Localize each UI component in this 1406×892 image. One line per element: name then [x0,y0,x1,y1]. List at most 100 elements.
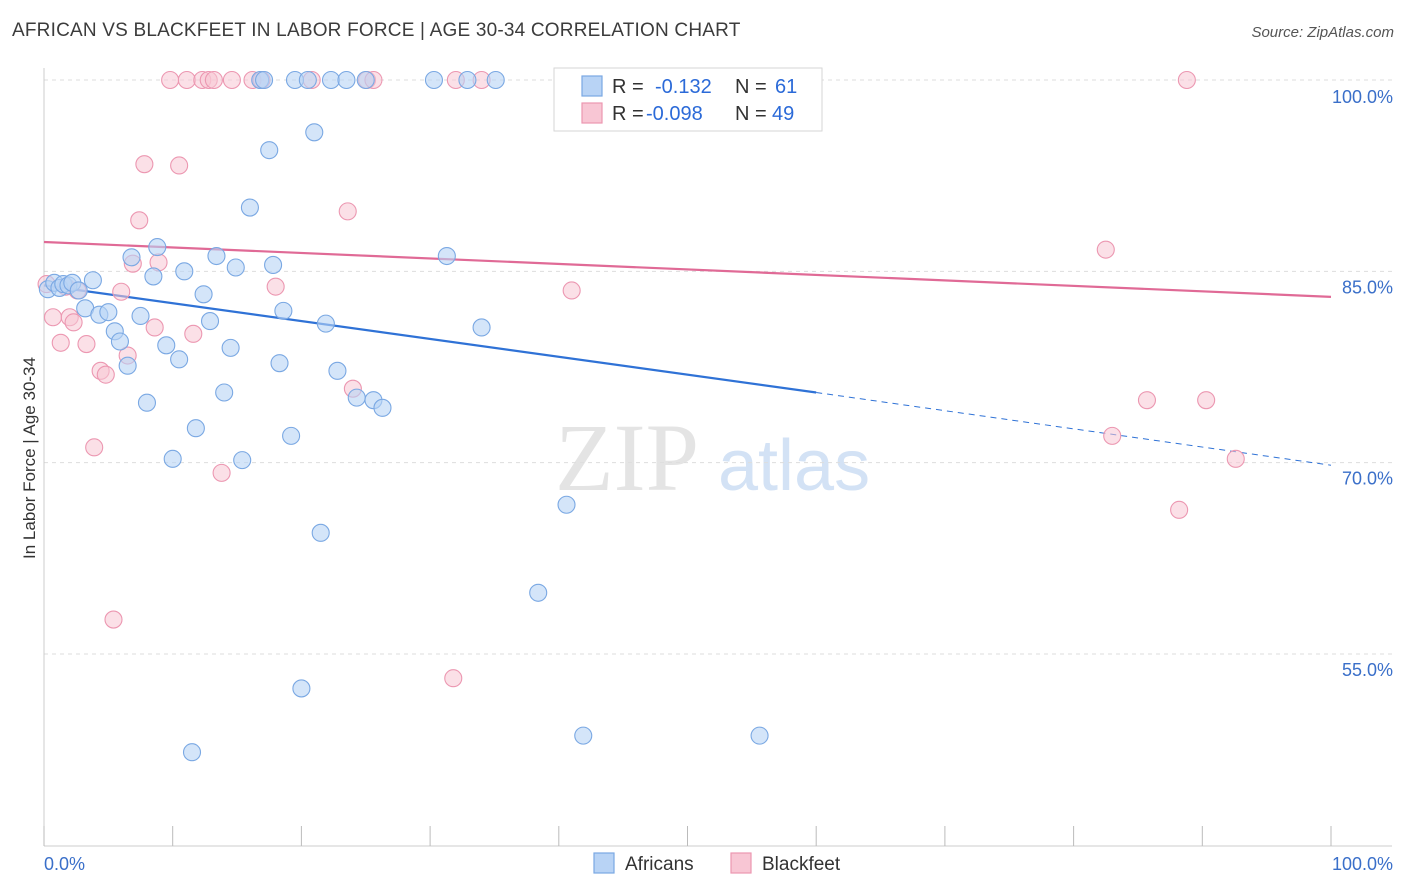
africans-point-15 [131,306,150,326]
africans-point-47 [328,361,347,380]
blackfeet-point-16 [135,155,154,174]
africans-point-6 [69,281,88,300]
y-tick-label-70: 70.0% [1342,469,1393,489]
africans-point-55 [458,70,477,90]
blackfeet-point-11 [104,610,123,629]
bottom-legend-africans: Africans [625,854,694,875]
africans-point-35 [260,141,279,160]
trend-line-africans [43,284,817,394]
legend-n-africans: 61 [775,76,797,98]
blackfeet-point-7 [77,334,96,354]
legend-r-label-africans: R = [612,76,644,98]
africans-point-25 [194,285,213,304]
blackfeet-point-30 [266,277,285,296]
legend-n-blackfeet: 49 [772,103,794,125]
blackfeet-point-12 [112,282,131,301]
africans-point-44 [311,523,330,542]
legend-r-africans: -0.132 [655,76,712,98]
africans-point-37 [270,354,289,373]
africans-point-13 [118,356,137,375]
africans-point-61 [750,726,769,745]
blackfeet-point-27 [222,70,241,90]
blackfeet-point-44 [1137,391,1157,410]
africans-point-16 [137,393,157,412]
africans-point-54 [437,246,456,266]
blackfeet-point-40 [562,281,581,300]
bottom-legend-swatch-africans [593,852,615,874]
legend-r-blackfeet: -0.098 [646,103,703,125]
africans-point-50 [356,70,375,90]
africans-point-17 [144,267,163,286]
africans-point-23 [182,743,202,762]
africans-point-38 [274,301,293,320]
trend-line-blackfeet [43,240,1332,298]
blackfeet-point-1 [43,308,63,327]
y-axis-title: In Labor Force | Age 30-34 [20,357,39,559]
blackfeet-point-43 [1103,426,1122,445]
africans-point-27 [207,246,226,266]
africans-point-24 [186,419,205,438]
africans-point-52 [373,398,392,417]
y-tick-label-100: 100.0% [1332,87,1393,107]
africans-point-18 [148,238,167,257]
africans-point-49 [347,388,366,407]
series-legend: Africans Blackfeet [593,852,841,875]
africans-point-22 [175,262,194,281]
africans-point-12 [110,332,129,351]
watermark-zip: ZIP [555,404,699,511]
blackfeet-point-22 [184,324,203,343]
blackfeet-point-25 [204,70,223,90]
blackfeet-point-8 [85,438,104,457]
legend-swatch-africans [581,75,603,97]
africans-point-56 [472,318,491,337]
africans-point-36 [264,255,283,275]
africans-point-39 [282,426,301,445]
africans-point-29 [221,338,240,357]
africans-point-10 [99,303,118,322]
blackfeet-point-21 [177,70,196,90]
africans-point-42 [298,70,317,90]
legend-n-label-africans: N = [735,76,767,98]
africans-point-57 [486,70,505,90]
bottom-legend-blackfeet: Blackfeet [762,854,841,875]
axes [43,68,1392,847]
y-tick-label-55: 55.0% [1342,660,1393,680]
blackfeet-point-19 [161,70,180,90]
africans-point-30 [226,258,245,277]
blackfeet-point-36 [444,669,463,688]
blackfeet-points [37,70,1245,688]
stats-legend: R = -0.132 N = 61 R = -0.098 N = 49 [553,67,823,132]
tick-labels: 55.0% 70.0% 85.0% 100.0% 0.0% 100.0% [44,87,1393,874]
trend-lines [43,240,1332,466]
x-tick-label-100: 100.0% [1332,854,1393,874]
blackfeet-point-46 [1177,70,1196,90]
africans-point-31 [233,451,252,470]
blackfeet-point-42 [1096,240,1115,259]
blackfeet-point-10 [96,365,115,384]
africans-point-46 [321,70,341,90]
africans-points [38,70,769,762]
africans-point-59 [557,495,576,514]
africans-point-53 [424,70,444,90]
x-tick-label-0: 0.0% [44,854,85,874]
bottom-legend-swatch-blackfeet [730,852,752,874]
blackfeet-point-15 [130,211,149,230]
chart-title: AFRICAN VS BLACKFEET IN LABOR FORCE | AG… [12,20,741,41]
blackfeet-point-17 [145,318,164,337]
y-tick-label-85: 85.0% [1342,277,1393,297]
blackfeet-point-45 [1170,500,1189,519]
africans-point-8 [83,271,102,290]
africans-point-21 [170,350,189,369]
legend-r-label-blackfeet: R = [612,103,644,125]
africans-point-58 [529,583,548,602]
blackfeet-point-20 [170,156,189,175]
africans-point-60 [574,726,593,745]
watermark-atlas: atlas [718,426,870,506]
blackfeet-point-32 [338,202,357,221]
legend-swatch-blackfeet [581,102,603,124]
blackfeet-point-26 [212,463,231,482]
africans-point-20 [163,449,182,468]
africans-point-14 [122,248,141,267]
africans-point-26 [200,312,220,331]
gridlines [44,79,1392,655]
